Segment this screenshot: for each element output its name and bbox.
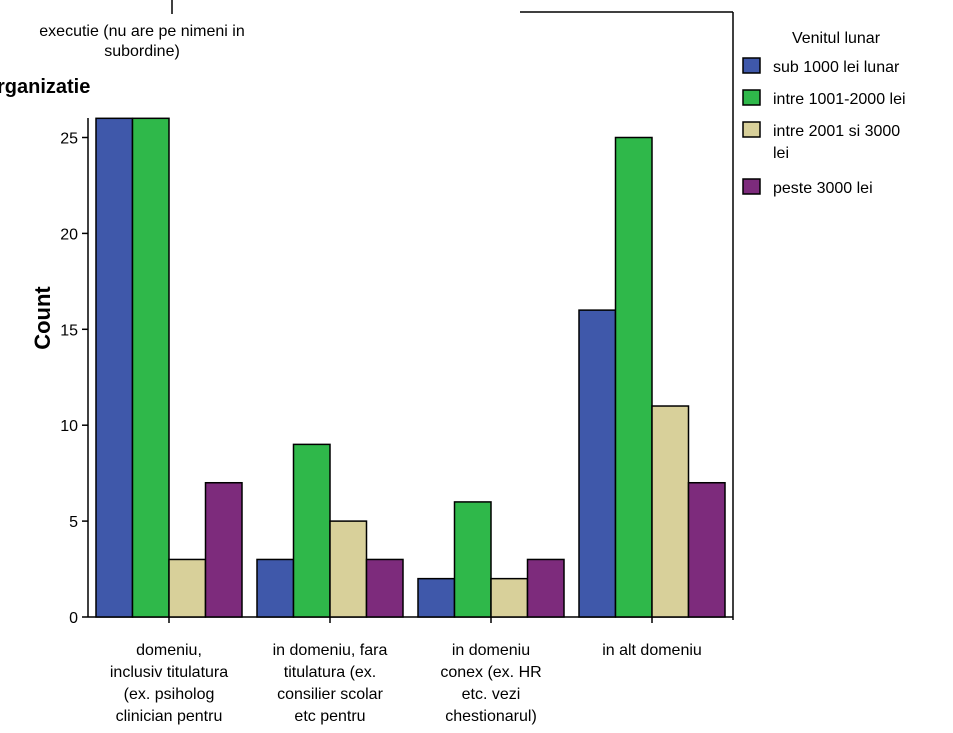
y-tick-label: 25 xyxy=(60,131,78,148)
category-labels: domeniu, inclusiv titulatura (ex. psiholog… xyxy=(110,642,702,725)
panel-subtitle: rganizatie xyxy=(0,76,90,98)
bar xyxy=(204,481,243,618)
x-tick-label: in domeniu xyxy=(452,642,530,659)
bar xyxy=(256,558,295,618)
bar xyxy=(329,520,368,618)
y-tick-label: 5 xyxy=(69,514,78,531)
bar xyxy=(490,577,529,618)
legend-label: lei xyxy=(773,145,789,162)
bar xyxy=(614,136,653,618)
bar xyxy=(453,501,492,618)
bar xyxy=(131,117,170,618)
legend: Venitul lunar sub 1000 lei lunar intre 10… xyxy=(742,30,906,197)
bar xyxy=(365,558,404,618)
legend-title: Venitul lunar xyxy=(792,30,881,47)
bar xyxy=(292,443,331,618)
y-tick-label: 20 xyxy=(60,226,78,243)
x-tick-label: etc pentru xyxy=(294,708,365,725)
x-tick-label: inclusiv titulatura xyxy=(110,664,228,681)
x-tick-label: domeniu, xyxy=(136,642,202,659)
bar xyxy=(417,577,456,618)
panel-header: executie (nu are pe nimeni in subordine)… xyxy=(0,0,734,620)
x-tick-label: consilier scolar xyxy=(277,686,383,703)
bars-group xyxy=(95,117,726,618)
bar xyxy=(578,309,617,618)
legend-label: intre 1001-2000 lei xyxy=(773,91,906,108)
panel-title-line-2: subordine) xyxy=(104,43,180,60)
y-tick-label: 0 xyxy=(69,610,78,627)
legend-swatch xyxy=(742,57,761,74)
x-tick-label: in domeniu, fara xyxy=(273,642,388,659)
x-tick-label: conex (ex. HR xyxy=(440,664,541,681)
x-tick-label: titulatura (ex. xyxy=(284,664,376,681)
bar xyxy=(687,481,726,618)
y-axis-label: Count xyxy=(30,286,55,350)
x-tick-label: chestionarul) xyxy=(445,708,537,725)
panel-title-line-1: executie (nu are pe nimeni in xyxy=(39,23,244,40)
legend-swatch xyxy=(742,121,761,138)
y-tick-label: 10 xyxy=(60,418,78,435)
bar xyxy=(168,558,207,618)
legend-swatch xyxy=(742,178,761,195)
bar xyxy=(95,117,134,618)
bar xyxy=(651,405,690,618)
x-tick-label: etc. vezi xyxy=(462,686,521,703)
bar xyxy=(526,558,565,618)
y-tick-label: 15 xyxy=(60,322,78,339)
legend-label: sub 1000 lei lunar xyxy=(773,59,900,76)
legend-label: intre 2001 si 3000 xyxy=(773,123,900,140)
x-tick-label: (ex. psiholog xyxy=(124,686,215,703)
legend-swatch xyxy=(742,89,761,106)
x-tick-label: clinician pentru xyxy=(116,708,223,725)
x-tick-label: in alt domeniu xyxy=(602,642,702,659)
legend-label: peste 3000 lei xyxy=(773,180,873,197)
